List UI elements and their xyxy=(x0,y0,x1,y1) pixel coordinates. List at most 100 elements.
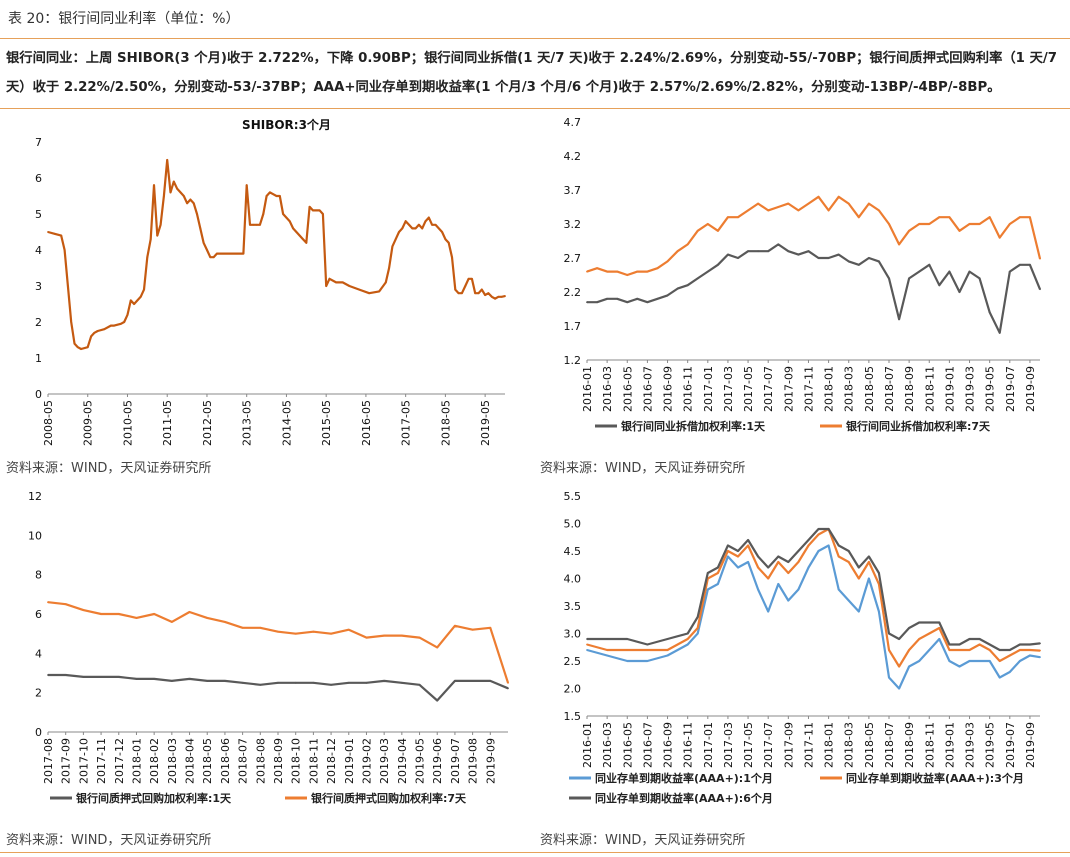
data-point xyxy=(666,638,669,640)
x-tick-label: 2015-05 xyxy=(320,400,333,446)
data-point xyxy=(626,649,629,651)
data-point xyxy=(86,346,89,349)
data-point xyxy=(477,292,480,295)
data-point xyxy=(1018,643,1021,646)
legend-label-1: 银行间质押式回购加权利率:1天 xyxy=(76,791,232,805)
data-point xyxy=(312,209,314,212)
data-point xyxy=(968,660,971,662)
data-point xyxy=(179,191,182,194)
y-tick-label: 4.7 xyxy=(564,116,582,129)
data-point xyxy=(1039,288,1041,291)
x-tick-label: 2019-01 xyxy=(943,722,956,768)
series-line-2 xyxy=(586,527,1041,668)
data-point xyxy=(727,216,729,219)
data-point xyxy=(958,291,961,293)
data-point xyxy=(318,209,321,212)
y-tick-label: 2.0 xyxy=(564,683,582,696)
x-tick-label: 2019-05 xyxy=(984,366,997,412)
chart-title: SHIBOR:3个月 xyxy=(242,117,331,132)
data-point xyxy=(958,643,961,646)
x-tick-label: 2019-04 xyxy=(396,738,409,784)
x-tick-label: 2011-05 xyxy=(161,400,174,446)
data-point xyxy=(958,665,961,668)
data-point xyxy=(898,318,900,321)
data-point xyxy=(847,550,850,552)
data-point xyxy=(298,234,301,237)
data-point xyxy=(737,216,739,219)
data-point xyxy=(467,277,470,280)
chart-ncd-yield: 1.5 2.0 2.5 3.0 3.5 4.0 4.5 5.0 5.5 2016-01 2016-0… xyxy=(535,484,1070,824)
legend-label-1: 同业存单到期收益率(AAA+):1个月 xyxy=(595,771,773,785)
data-point xyxy=(857,216,860,219)
data-point xyxy=(606,270,609,273)
x-tick-label: 2018-11 xyxy=(923,722,936,768)
data-point xyxy=(807,250,810,253)
data-point xyxy=(837,555,840,558)
y-tick-label: 7 xyxy=(35,136,42,149)
data-point xyxy=(241,626,244,629)
data-point xyxy=(968,223,971,225)
data-point xyxy=(82,609,85,611)
data-point xyxy=(857,610,860,613)
data-point xyxy=(737,550,739,552)
data-point xyxy=(867,561,870,563)
x-tick-label: 2017-05 xyxy=(742,366,755,412)
data-point xyxy=(747,539,749,541)
data-point xyxy=(328,277,331,280)
x-tick-label: 2018-07 xyxy=(883,366,896,412)
data-point xyxy=(136,299,139,302)
x-tick-label: 2018-01 xyxy=(823,366,836,412)
legend-label-3: 同业存单到期收益率(AAA+):6个月 xyxy=(595,791,773,805)
data-point xyxy=(100,676,102,678)
data-point xyxy=(626,274,629,276)
x-tick-label: 2019-07 xyxy=(1004,366,1017,412)
data-point xyxy=(706,588,709,591)
data-point xyxy=(454,679,456,682)
data-point xyxy=(898,665,900,668)
data-point xyxy=(888,632,890,635)
data-point xyxy=(767,209,770,212)
data-point xyxy=(837,253,840,256)
x-tick-label: 2019-03 xyxy=(964,366,977,412)
series-line-3 xyxy=(587,527,1041,652)
data-point xyxy=(252,223,255,226)
data-point xyxy=(63,249,66,251)
data-point xyxy=(206,679,209,682)
data-point xyxy=(224,679,226,682)
y-tick-label: 4.2 xyxy=(564,150,582,163)
y-tick-label: 4 xyxy=(35,244,42,257)
data-point xyxy=(988,649,991,651)
x-tick-label: 2009-05 xyxy=(82,400,95,446)
data-point xyxy=(335,281,338,284)
x-tick-label: 2016-03 xyxy=(601,366,614,412)
x-tick-label: 2016-01 xyxy=(581,366,594,412)
data-point xyxy=(1039,656,1041,659)
data-point xyxy=(170,620,173,623)
data-point xyxy=(898,243,900,246)
data-point xyxy=(153,613,156,615)
data-point xyxy=(126,313,129,316)
data-point xyxy=(312,630,315,633)
data-point xyxy=(265,195,268,197)
x-tick-label: 2016-11 xyxy=(682,722,695,768)
x-tick-label: 2016-07 xyxy=(641,722,654,768)
data-point xyxy=(998,676,1001,679)
data-point xyxy=(686,243,689,246)
data-point xyxy=(787,572,790,574)
data-point xyxy=(242,252,245,255)
legend-label-2: 银行间质押式回购加权利率:7天 xyxy=(311,791,467,805)
data-point xyxy=(196,213,198,215)
y-tick-label: 0 xyxy=(35,388,42,401)
data-point xyxy=(277,681,279,684)
x-tick-label: 2018-11 xyxy=(923,366,936,412)
data-point xyxy=(212,256,215,259)
data-point xyxy=(978,643,981,646)
series-line-1 xyxy=(48,673,509,702)
y-tick-label: 2 xyxy=(35,316,42,329)
data-point xyxy=(757,202,760,205)
data-point xyxy=(464,285,467,287)
data-point xyxy=(797,253,800,256)
data-point xyxy=(262,213,265,215)
data-point xyxy=(777,561,780,563)
data-point xyxy=(646,643,649,646)
